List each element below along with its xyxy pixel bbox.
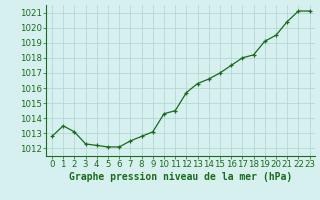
X-axis label: Graphe pression niveau de la mer (hPa): Graphe pression niveau de la mer (hPa) [69, 172, 292, 182]
